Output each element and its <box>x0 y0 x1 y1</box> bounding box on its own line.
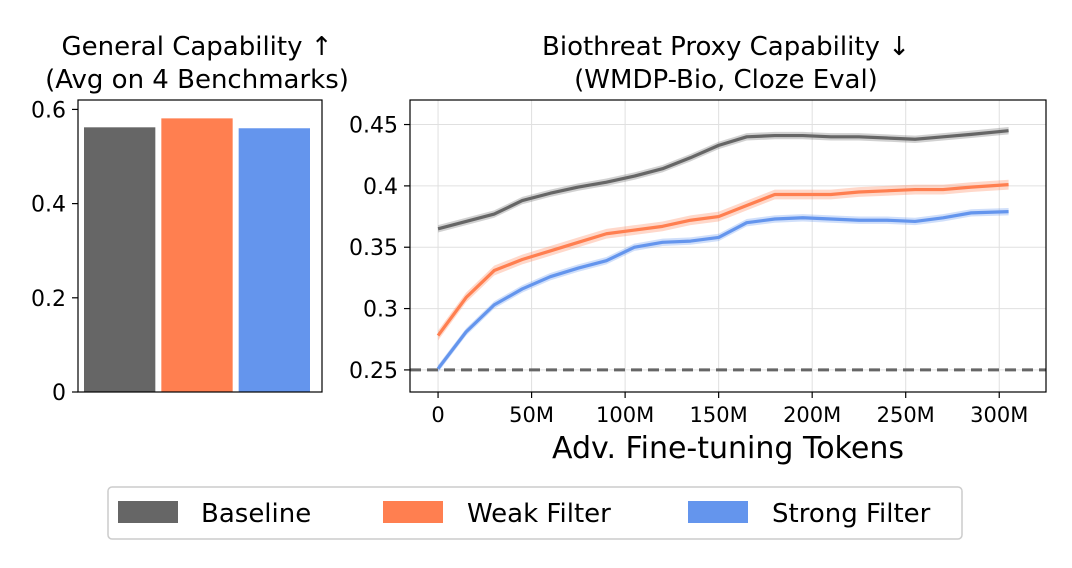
line-baseline <box>437 129 1009 231</box>
line-chart-series <box>436 129 1009 370</box>
bar-y-tick-label: 0.2 <box>31 287 66 312</box>
band-strong-filter <box>438 207 1009 373</box>
bar-weak-filter <box>161 118 233 393</box>
y-tick-label: 0.45 <box>349 114 398 139</box>
line-chart-subtitle: (WMDP-Bio, Cloze Eval) <box>574 65 878 95</box>
x-tick-label: 0 <box>431 403 444 427</box>
y-tick-label: 0.3 <box>363 298 398 323</box>
bar-chart-title: General Capability ↑ <box>61 32 332 62</box>
bar-baseline <box>84 127 156 392</box>
line-chart-x-label: Adv. Fine-tuning Tokens <box>552 431 904 466</box>
y-tick-label: 0.4 <box>363 175 398 200</box>
x-tick-label: 250M <box>877 403 935 427</box>
bar-y-tick-label: 0.4 <box>31 193 66 218</box>
bar-y-tick-label: 0 <box>52 381 66 406</box>
bar-strong-filter <box>238 128 310 393</box>
x-tick-label: 150M <box>690 403 748 427</box>
line-chart-bands <box>438 126 1009 373</box>
bar-y-tick-label: 0.6 <box>31 98 66 123</box>
x-tick-label: 100M <box>596 403 654 427</box>
bar-chart-subtitle: (Avg on 4 Benchmarks) <box>45 65 349 95</box>
line-chart-frame <box>409 99 1047 393</box>
line-chart: 0 50M 100M 150M 200M 250M 300M 0.250.30.350.40… <box>349 99 1047 466</box>
line-chart-title: Biothreat Proxy Capability ↓ <box>542 32 910 62</box>
x-tick-label: 50M <box>509 403 554 427</box>
x-tick-label: 300M <box>970 403 1028 427</box>
bar-chart: 0 0.2 0.4 0.6 <box>31 98 323 406</box>
line-chart-y-axis: 0.25 0.3 0.35 0.4 0.45 <box>349 114 410 384</box>
legend-swatch-baseline <box>118 501 178 523</box>
bar-chart-frame <box>77 99 323 393</box>
bar-chart-y-axis: 0 0.2 0.4 0.6 <box>31 98 78 406</box>
legend: Baseline Weak Filter Strong Filter <box>107 486 963 540</box>
band-weak-filter <box>438 179 1009 341</box>
line-strong-filter <box>436 210 1009 370</box>
line-weak-filter <box>436 183 1009 337</box>
y-tick-label: 0.35 <box>349 236 398 261</box>
line-chart-x-axis: 0 50M 100M 150M 200M 250M 300M <box>431 392 1028 427</box>
legend-label-weak-filter: Weak Filter <box>467 499 611 529</box>
legend-swatch-strong-filter <box>688 501 748 523</box>
legend-swatch-weak-filter <box>383 501 443 523</box>
legend-label-strong-filter: Strong Filter <box>772 499 931 529</box>
y-tick-label: 0.25 <box>349 359 398 384</box>
x-tick-label: 200M <box>783 403 841 427</box>
bar-chart-bars <box>84 118 310 393</box>
legend-box <box>107 486 963 540</box>
legend-label-baseline: Baseline <box>201 499 311 529</box>
